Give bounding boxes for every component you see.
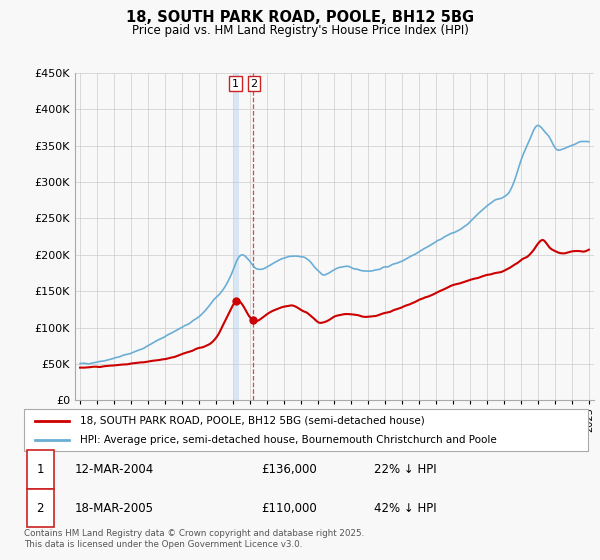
Text: 22% ↓ HPI: 22% ↓ HPI <box>374 463 436 476</box>
Text: 2: 2 <box>250 79 257 88</box>
Text: 1: 1 <box>37 463 44 476</box>
FancyBboxPatch shape <box>27 489 54 528</box>
Bar <box>233 73 239 400</box>
FancyBboxPatch shape <box>27 450 54 489</box>
Text: 18-MAR-2005: 18-MAR-2005 <box>75 502 154 515</box>
Text: Price paid vs. HM Land Registry's House Price Index (HPI): Price paid vs. HM Land Registry's House … <box>131 24 469 36</box>
Text: 2: 2 <box>37 502 44 515</box>
Text: HPI: Average price, semi-detached house, Bournemouth Christchurch and Poole: HPI: Average price, semi-detached house,… <box>80 435 497 445</box>
Text: Contains HM Land Registry data © Crown copyright and database right 2025.
This d: Contains HM Land Registry data © Crown c… <box>24 529 364 549</box>
Text: 18, SOUTH PARK ROAD, POOLE, BH12 5BG: 18, SOUTH PARK ROAD, POOLE, BH12 5BG <box>126 10 474 25</box>
Text: 18, SOUTH PARK ROAD, POOLE, BH12 5BG (semi-detached house): 18, SOUTH PARK ROAD, POOLE, BH12 5BG (se… <box>80 416 425 426</box>
Text: £136,000: £136,000 <box>261 463 317 476</box>
Text: 42% ↓ HPI: 42% ↓ HPI <box>374 502 436 515</box>
FancyBboxPatch shape <box>24 409 588 451</box>
Text: 1: 1 <box>232 79 239 88</box>
Text: £110,000: £110,000 <box>261 502 317 515</box>
Text: 12-MAR-2004: 12-MAR-2004 <box>75 463 154 476</box>
